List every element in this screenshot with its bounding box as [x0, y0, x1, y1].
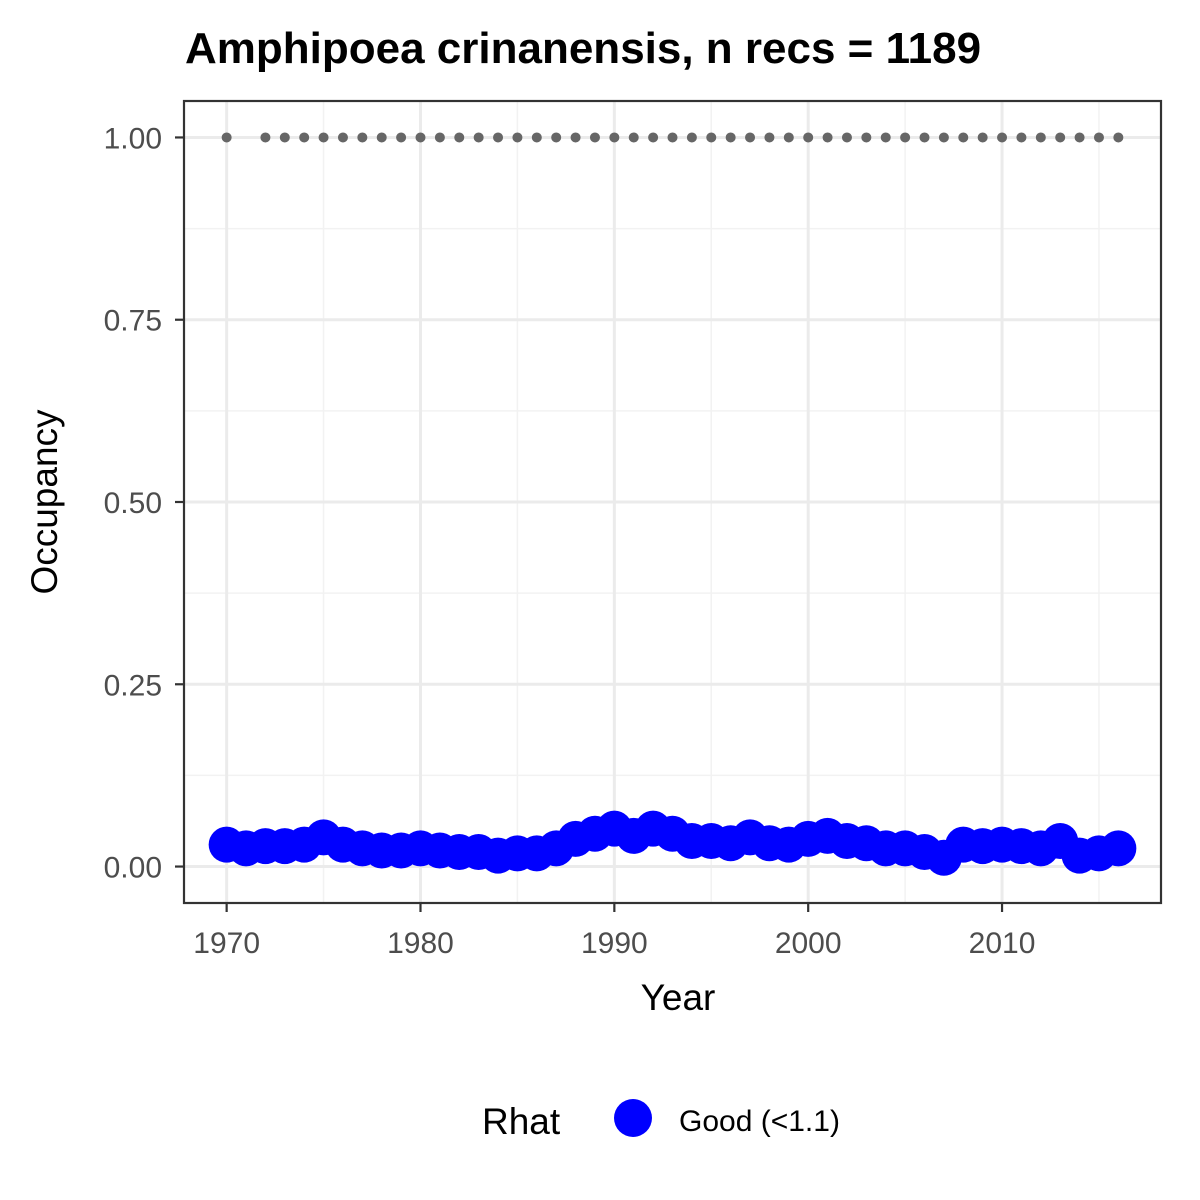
reference-point: [299, 132, 310, 143]
reference-point: [977, 132, 988, 143]
reference-point: [764, 132, 775, 143]
reference-point: [1055, 132, 1066, 143]
reference-point: [318, 132, 329, 143]
reference-point: [512, 132, 523, 143]
reference-point: [396, 132, 407, 143]
x-tick-label: 1990: [581, 927, 648, 960]
legend-label-good: Good (<1.1): [679, 1105, 840, 1138]
y-axis-label: Occupancy: [24, 409, 65, 595]
reference-point: [861, 132, 872, 143]
reference-point: [919, 132, 930, 143]
reference-points: [221, 132, 1124, 143]
x-axis: 1970 1980 1990 2000 2010: [193, 903, 1035, 960]
reference-point: [434, 132, 445, 143]
y-tick-label: 0.00: [104, 852, 162, 885]
reference-point: [493, 132, 504, 143]
reference-point: [1074, 132, 1085, 143]
reference-point: [667, 132, 678, 143]
reference-point: [1035, 132, 1046, 143]
y-axis: 0.00 0.25 0.50 0.75 1.00: [104, 122, 184, 885]
reference-point: [570, 132, 581, 143]
reference-point: [1113, 132, 1124, 143]
reference-point: [648, 132, 659, 143]
reference-point: [803, 132, 814, 143]
x-tick-label: 2000: [775, 927, 842, 960]
reference-point: [221, 132, 232, 143]
reference-point: [783, 132, 794, 143]
reference-point: [357, 132, 368, 143]
x-tick-label: 1970: [193, 927, 260, 960]
y-tick-label: 0.75: [104, 305, 162, 338]
reference-point: [609, 132, 620, 143]
reference-point: [841, 132, 852, 143]
reference-point: [337, 132, 348, 143]
legend-title: Rhat: [482, 1101, 561, 1142]
reference-point: [531, 132, 542, 143]
reference-point: [415, 132, 426, 143]
y-tick-label: 0.50: [104, 487, 162, 520]
reference-point: [997, 132, 1008, 143]
occupancy-points: [208, 810, 1137, 876]
reference-point: [279, 132, 290, 143]
x-axis-label: Year: [641, 977, 716, 1018]
reference-point: [376, 132, 387, 143]
y-tick-label: 0.25: [104, 669, 162, 702]
y-tick-label: 1.00: [104, 122, 162, 155]
occupancy-point: [1100, 830, 1137, 867]
reference-point: [1016, 132, 1027, 143]
reference-point: [628, 132, 639, 143]
legend-swatch-good: [614, 1099, 652, 1137]
reference-point: [822, 132, 833, 143]
reference-point: [589, 132, 600, 143]
reference-point: [745, 132, 756, 143]
x-tick-label: 2010: [969, 927, 1036, 960]
reference-point: [686, 132, 697, 143]
reference-point: [938, 132, 949, 143]
reference-point: [260, 132, 271, 143]
reference-point: [551, 132, 562, 143]
reference-point: [473, 132, 484, 143]
reference-point: [706, 132, 717, 143]
reference-point: [900, 132, 911, 143]
reference-point: [958, 132, 969, 143]
reference-point: [725, 132, 736, 143]
reference-point: [1093, 132, 1104, 143]
legend: Rhat Good (<1.1): [482, 1099, 840, 1142]
x-tick-label: 1980: [387, 927, 454, 960]
reference-point: [880, 132, 891, 143]
chart-title: Amphipoea crinanensis, n recs = 1189: [185, 24, 981, 73]
reference-point: [454, 132, 465, 143]
